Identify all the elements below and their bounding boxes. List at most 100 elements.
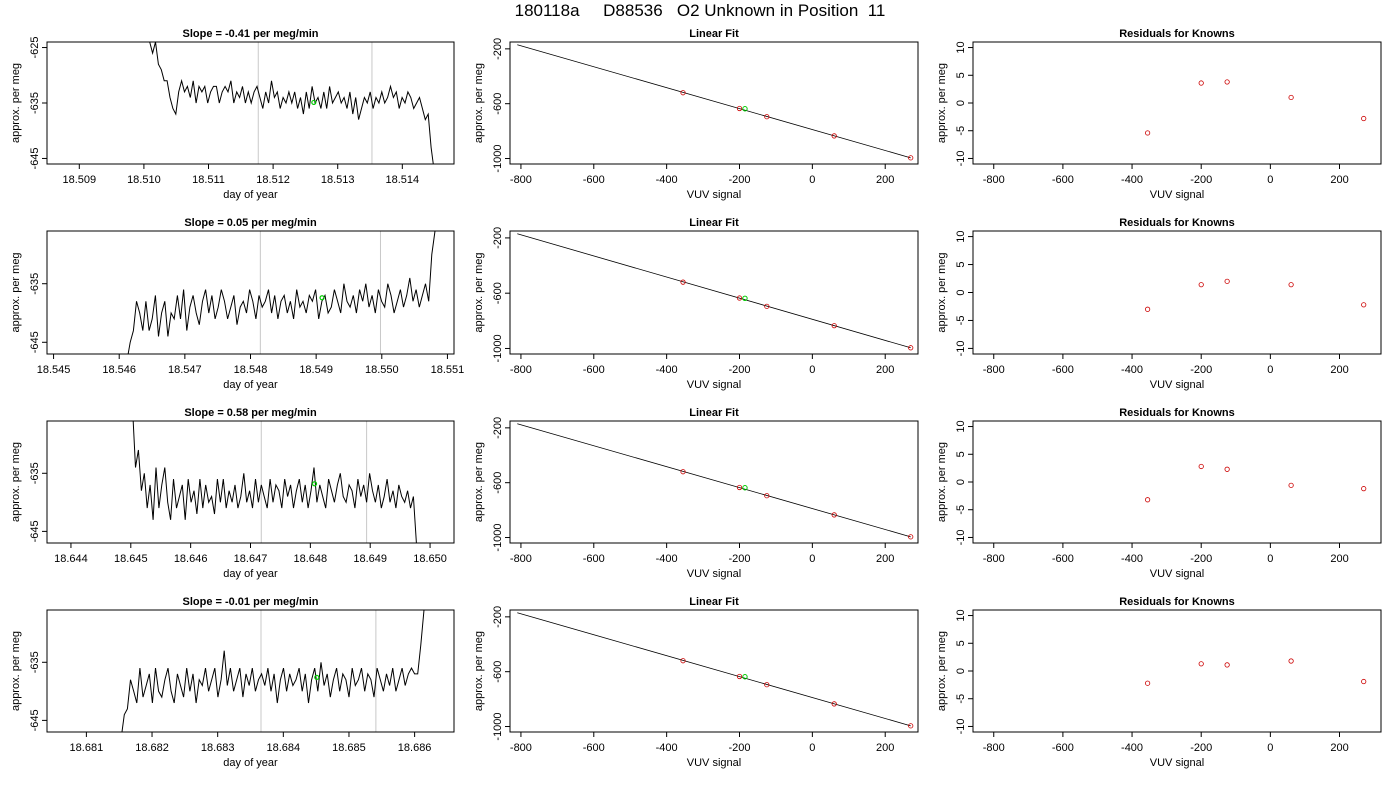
x-tick-label: 200 (876, 174, 894, 186)
x-tick-label: -200 (728, 553, 750, 565)
x-tick-label: 18.509 (62, 174, 96, 186)
plot-area (149, 42, 434, 164)
x-tick-label: 18.686 (398, 742, 432, 754)
residual-point (1145, 130, 1151, 136)
x-tick-label: 18.513 (321, 174, 355, 186)
y-tick-label: -1000 (492, 523, 504, 551)
panel-r1-c1: 18.509 18.510 18.511 18.512 18.513 18.514 -625… (10, 28, 455, 201)
x-tick-label: -600 (1052, 742, 1074, 754)
x-tick-label: 200 (1330, 364, 1348, 376)
x-tick-label: -800 (510, 174, 532, 186)
panel-r4-c1: 18.681 18.682 18.683 18.684 18.685 18.686 -635… (10, 596, 455, 769)
residual-point (1361, 486, 1367, 492)
y-tick-label: -200 (492, 606, 504, 628)
known-point (736, 105, 743, 112)
panel-title: Slope = 0.58 per meg/min (184, 407, 317, 419)
residual-point (1198, 282, 1204, 288)
residual-point (1288, 282, 1294, 288)
y-tick-label: -635 (29, 273, 41, 295)
plot-frame (46, 41, 455, 165)
residual-point (1288, 94, 1294, 101)
x-tick-label: 18.545 (37, 364, 71, 376)
x-axis-label: VUV signal (1150, 189, 1204, 201)
data-trace-line (132, 421, 417, 543)
unknown-point (742, 485, 748, 491)
y-tick-label: 5 (955, 640, 967, 646)
plot-area (517, 423, 914, 540)
x-tick-label: -800 (983, 174, 1005, 186)
y-tick-label: -645 (29, 331, 41, 353)
y-tick-label: 10 (955, 420, 967, 432)
plot-frame (509, 609, 919, 733)
residual-point (1145, 306, 1151, 312)
x-tick-label: 200 (1330, 174, 1348, 186)
y-tick-label: -10 (955, 530, 967, 546)
x-tick-label: -200 (728, 174, 750, 186)
x-tick-label: -800 (510, 553, 532, 565)
data-trace-line (121, 610, 425, 732)
plot-area (1145, 278, 1367, 312)
x-tick-label: 18.549 (299, 364, 333, 376)
plot-frame (46, 420, 455, 544)
x-tick-label: -800 (983, 742, 1005, 754)
plot-frame (972, 41, 1382, 165)
y-tick-label: -10 (955, 719, 967, 735)
x-tick-label: 18.511 (192, 174, 225, 186)
x-tick-label: 200 (1330, 553, 1348, 565)
panel-title: Residuals for Knowns (1119, 28, 1235, 40)
y-tick-label: -600 (492, 472, 504, 494)
x-tick-label: -200 (728, 742, 750, 754)
known-point (764, 114, 770, 120)
x-tick-label: 18.681 (70, 742, 104, 754)
panel-title: Linear Fit (689, 407, 739, 419)
y-tick-label: -200 (492, 417, 504, 439)
x-tick-label: -200 (1190, 174, 1212, 186)
unknown-sample-point (319, 295, 325, 301)
x-tick-label: -600 (583, 553, 605, 565)
y-axis-label: approx. per meg (10, 442, 22, 522)
panel-r3-c1: 18.644 18.645 18.646 18.647 18.648 18.649 18.6… (10, 407, 455, 580)
residual-point (1224, 662, 1230, 668)
y-axis-label: approx. per meg (473, 63, 485, 143)
data-trace-line (149, 42, 434, 164)
x-tick-label: 18.547 (168, 364, 202, 376)
x-tick-label: -400 (656, 364, 678, 376)
plot-frame (972, 609, 1382, 733)
y-tick-label: -5 (955, 694, 967, 704)
panel-title: Linear Fit (689, 217, 739, 229)
y-tick-label: 0 (955, 479, 967, 485)
x-tick-label: 18.650 (413, 553, 447, 565)
known-point (680, 469, 686, 475)
y-tick-label: 10 (955, 230, 967, 242)
known-point (736, 673, 743, 680)
x-tick-label: -800 (983, 553, 1005, 565)
y-axis-label: approx. per meg (936, 63, 948, 143)
panel-title: Residuals for Knowns (1119, 217, 1235, 229)
residual-point (1361, 678, 1367, 685)
x-tick-label: -600 (1052, 364, 1074, 376)
x-axis-label: day of year (223, 379, 278, 391)
fit-line (517, 612, 911, 727)
y-tick-label: -645 (29, 147, 41, 169)
x-tick-label: -400 (656, 174, 678, 186)
panel-r4-c2: -800 -600 -400 -200 0 200 -200 -600 -1000 Linear … (473, 596, 919, 769)
x-tick-label: 18.682 (135, 742, 169, 754)
residual-point (1145, 680, 1151, 686)
y-tick-label: 5 (955, 72, 967, 78)
x-tick-label: -200 (1190, 553, 1212, 565)
y-tick-label: -5 (955, 316, 967, 326)
x-tick-label: -400 (656, 742, 678, 754)
panel-r2-c2: -800 -600 -400 -200 0 200 -200 -600 -1000 Linear … (473, 217, 919, 391)
x-tick-label: 0 (1267, 742, 1273, 754)
x-axis-label: VUV signal (687, 757, 741, 769)
x-tick-label: 200 (876, 553, 894, 565)
y-tick-label: -10 (955, 340, 967, 356)
plot-frame (509, 420, 919, 544)
plot-area (1145, 658, 1367, 686)
residual-point (1198, 661, 1204, 667)
data-trace-line (127, 231, 436, 354)
x-axis-label: day of year (223, 757, 278, 769)
residual-point (1288, 482, 1294, 488)
x-tick-label: -400 (1121, 553, 1143, 565)
known-point (764, 682, 770, 688)
